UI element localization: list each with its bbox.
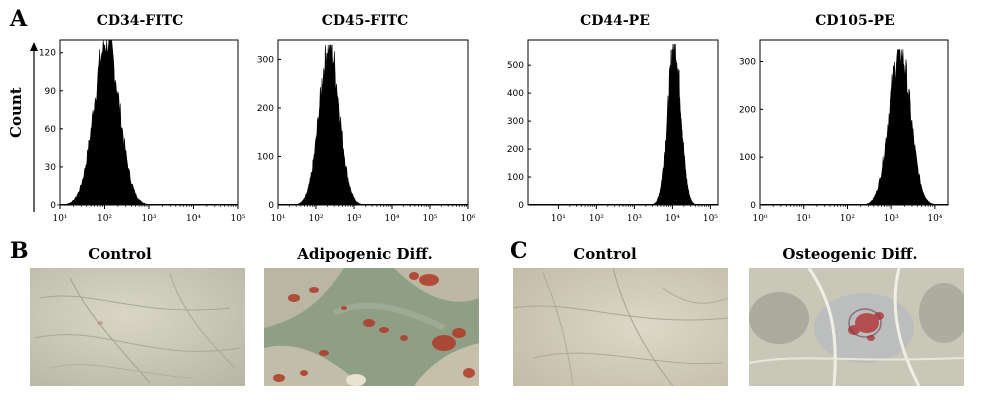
x-tick-label: 10⁵ bbox=[230, 214, 245, 224]
micro-title-osteogenic: Osteogenic Diff. bbox=[782, 245, 918, 263]
y-tick-label: 0 bbox=[518, 201, 524, 211]
micro-title-control-b: Control bbox=[88, 245, 152, 263]
histogram-area bbox=[56, 39, 157, 206]
y-tick-label: 300 bbox=[257, 55, 274, 65]
micrograph-osteogenic bbox=[749, 268, 964, 386]
x-tick-label: 10⁶ bbox=[460, 214, 475, 224]
x-tick-label: 10¹ bbox=[551, 214, 566, 224]
panel-label-c: C bbox=[510, 238, 528, 264]
hist-title-cd45: CD45-FITC bbox=[321, 13, 409, 29]
micrograph-control-c bbox=[513, 268, 728, 386]
y-tick-label: 100 bbox=[507, 173, 524, 183]
y-tick-label: 500 bbox=[507, 61, 524, 71]
y-tick-label: 200 bbox=[739, 105, 756, 115]
x-tick-label: 10¹ bbox=[270, 214, 285, 224]
histogram-area bbox=[289, 44, 370, 206]
y-tick-label: 0 bbox=[50, 201, 56, 211]
x-tick-label: 10¹ bbox=[796, 214, 811, 224]
x-tick-label: 10⁴ bbox=[186, 214, 201, 224]
histogram-panel: 0 30 60 90 120 10¹ 10² 10³ 10⁴ 10⁵ 0 100 200 300 10¹ 10… bbox=[39, 39, 949, 224]
panel-label-b: B bbox=[10, 238, 29, 264]
micro-title-control-c: Control bbox=[573, 245, 637, 263]
micro-title-adipogenic: Adipogenic Diff. bbox=[297, 245, 433, 263]
y-tick-label: 200 bbox=[507, 145, 524, 155]
histogram-1: 0 100 200 300 10¹ 10² 10³ 10⁴ 10⁵ 10⁶ bbox=[257, 39, 476, 224]
hist-title-cd34: CD34-FITC bbox=[96, 13, 184, 29]
x-tick-label: 10³ bbox=[884, 214, 899, 224]
micrograph-adipogenic bbox=[264, 268, 479, 386]
y-tick-label: 300 bbox=[739, 58, 756, 68]
panel-label-a: A bbox=[10, 6, 28, 32]
hist-title-cd44: CD44-PE bbox=[580, 13, 650, 29]
y-tick-label: 400 bbox=[507, 89, 524, 99]
histogram-2: 0 100 200 300 400 500 10¹ 10² 10³ 10⁴ 10⁵ bbox=[507, 39, 719, 224]
x-tick-label: 10³ bbox=[627, 214, 642, 224]
y-tick-label: 60 bbox=[45, 125, 57, 135]
x-tick-label: 10⁵ bbox=[703, 214, 718, 224]
y-tick-label: 100 bbox=[739, 153, 756, 163]
x-tick-label: 10⁴ bbox=[665, 214, 680, 224]
x-tick-label: 10¹ bbox=[52, 214, 67, 224]
histogram-3: 0 100 200 300 10⁰ 10¹ 10² 10³ 10⁴ bbox=[739, 39, 949, 224]
y-tick-label: 100 bbox=[257, 152, 274, 162]
plot-frame bbox=[277, 39, 469, 206]
y-tick-label: 0 bbox=[750, 201, 756, 211]
y-tick-label: 90 bbox=[45, 87, 57, 97]
plot-frame bbox=[527, 39, 719, 206]
y-tick-label: 0 bbox=[268, 201, 274, 211]
hist-title-cd105: CD105-PE bbox=[815, 13, 895, 29]
histogram-area bbox=[648, 43, 701, 206]
y-tick-label: 120 bbox=[39, 49, 56, 59]
x-tick-label: 10² bbox=[97, 214, 112, 224]
x-tick-label: 10³ bbox=[141, 214, 156, 224]
x-tick-label: 10² bbox=[589, 214, 604, 224]
histogram-0: 0 30 60 90 120 10¹ 10² 10³ 10⁴ 10⁵ bbox=[39, 39, 246, 224]
x-tick-label: 10⁰ bbox=[752, 214, 767, 224]
x-tick-label: 10³ bbox=[346, 214, 361, 224]
x-tick-label: 10⁵ bbox=[422, 214, 437, 224]
y-tick-label: 30 bbox=[45, 163, 57, 173]
y-tick-label: 200 bbox=[257, 104, 274, 114]
x-tick-label: 10⁴ bbox=[927, 214, 942, 224]
micrograph-control-b bbox=[30, 268, 245, 386]
y-axis-arrow bbox=[30, 42, 38, 212]
x-tick-label: 10⁴ bbox=[384, 214, 399, 224]
y-tick-label: 300 bbox=[507, 117, 524, 127]
histogram-area bbox=[857, 49, 942, 206]
x-tick-label: 10² bbox=[840, 214, 855, 224]
x-tick-label: 10² bbox=[308, 214, 323, 224]
